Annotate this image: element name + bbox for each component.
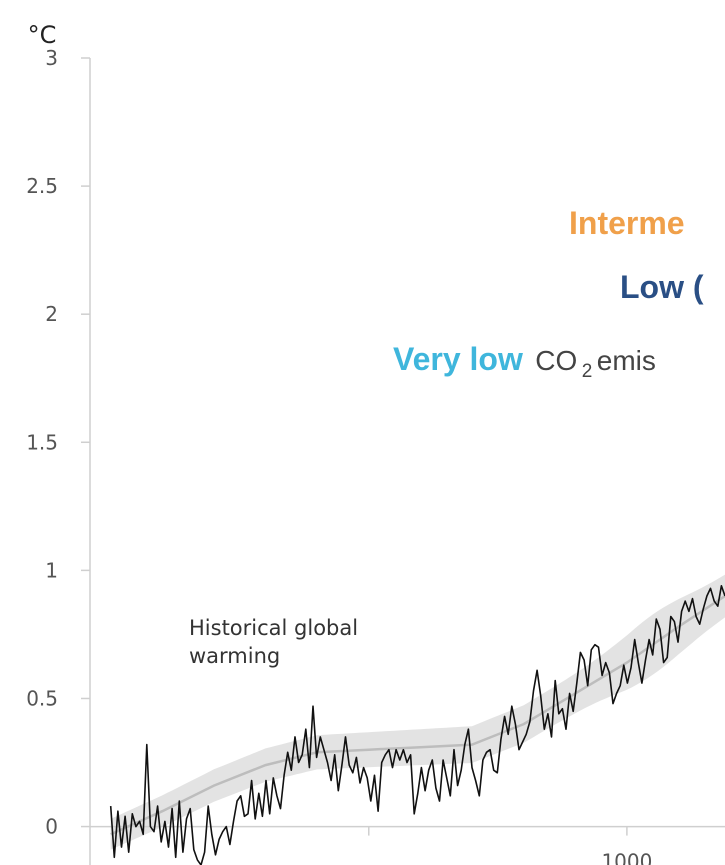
emissions-label: emis xyxy=(597,345,656,376)
historical-warming-annotation-line2: warming xyxy=(189,644,280,668)
smoothed-trend-line xyxy=(110,594,725,836)
intermediate-scenario-label: Interme xyxy=(569,205,685,241)
uncertainty-band-layer xyxy=(110,574,725,850)
y-tick-label: 0.5 xyxy=(26,686,58,710)
co2-label: CO xyxy=(535,345,577,376)
series-layer xyxy=(109,585,725,865)
low-scenario-label: Low ( xyxy=(620,269,704,305)
x-axis: 10002000 xyxy=(90,825,725,865)
y-tick-label: 2.5 xyxy=(26,174,58,198)
y-axis: 0 0.5 1 1.5 2 2.5 3 xyxy=(26,46,91,865)
co2-subscript: 2 xyxy=(582,361,593,382)
uncertainty-band xyxy=(110,574,725,850)
y-axis-unit-label: °C xyxy=(28,21,57,49)
x-tick-label: 1000 xyxy=(601,850,652,865)
observed-warming-line xyxy=(109,585,725,865)
historical-warming-annotation-line1: Historical global xyxy=(189,616,358,640)
y-tick-label: 2 xyxy=(45,302,58,326)
very-low-label: Very low xyxy=(393,341,523,377)
very-low-scenario-label: Very low CO 2 emis xyxy=(393,341,656,382)
y-tick-label: 0 xyxy=(45,815,58,839)
y-tick-label: 1 xyxy=(45,558,58,582)
y-tick-label: 3 xyxy=(45,46,58,70)
y-tick-label: 1.5 xyxy=(26,430,58,454)
